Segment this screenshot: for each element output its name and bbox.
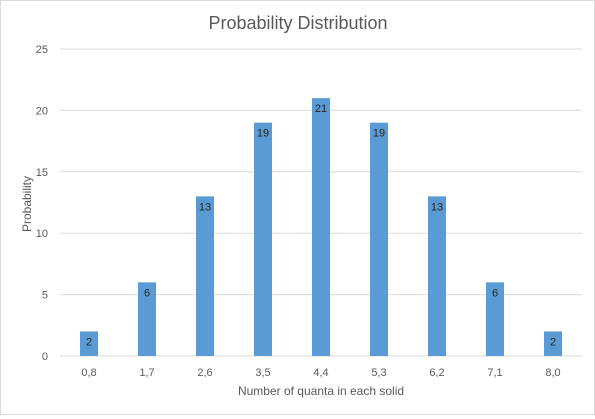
data-label-0,8: 2 [86, 336, 92, 348]
bar-series [80, 98, 562, 357]
data-label-7,1: 6 [492, 287, 498, 299]
bar-3,5 [254, 122, 272, 357]
data-label-4,4: 21 [315, 103, 327, 115]
x-tick-label-6,2: 6,2 [429, 367, 444, 379]
y-tick-label-25: 25 [36, 44, 48, 56]
data-label-2,6: 13 [199, 201, 211, 213]
x-tick-label-4,4: 4,4 [313, 367, 328, 379]
bar-7,1 [486, 282, 504, 356]
x-tick-label-2,6: 2,6 [197, 367, 212, 379]
data-label-5,3: 19 [373, 128, 385, 140]
y-tick-label-10: 10 [36, 228, 48, 240]
bar-1,7 [138, 282, 156, 356]
x-tick-label-7,1: 7,1 [487, 367, 502, 379]
data-label-1,7: 6 [144, 287, 150, 299]
y-tick-label-0: 0 [42, 351, 48, 363]
x-tick-label-0,8: 0,8 [81, 367, 96, 379]
y-axis-title: Probability [20, 176, 34, 232]
data-label-6,2: 13 [431, 201, 443, 213]
x-tick-label-1,7: 1,7 [139, 367, 154, 379]
x-axis-title: Number of quanta in each solid [238, 384, 404, 398]
x-axis-tick-labels: 0,8 1,7 2,6 3,5 4,4 5,3 6,2 7,1 8,0 [81, 367, 560, 379]
bar-4,4 [312, 98, 330, 357]
bar-8,0 [544, 331, 562, 356]
data-labels: 2 6 13 19 21 19 13 6 2 [86, 103, 556, 348]
x-tick-label-5,3: 5,3 [371, 367, 386, 379]
bar-5,3 [370, 122, 388, 357]
x-tick-label-8,0: 8,0 [545, 367, 560, 379]
y-tick-label-20: 20 [36, 105, 48, 117]
bar-6,2 [428, 196, 446, 356]
x-tick-label-3,5: 3,5 [255, 367, 270, 379]
bar-0,8 [80, 331, 98, 356]
chart-title: Probability Distribution [208, 13, 387, 33]
data-label-8,0: 2 [550, 336, 556, 348]
data-label-3,5: 19 [257, 128, 269, 140]
y-tick-label-15: 15 [36, 167, 48, 179]
bar-2,6 [196, 196, 214, 356]
y-tick-label-5: 5 [42, 290, 48, 302]
y-axis-tick-labels: 0 5 10 15 20 25 [36, 44, 48, 363]
